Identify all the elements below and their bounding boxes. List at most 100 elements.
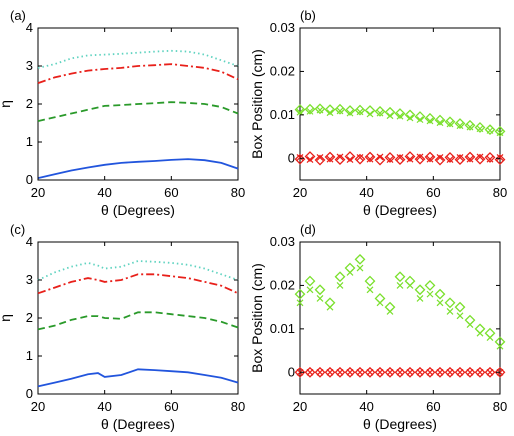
data-point <box>406 368 414 376</box>
series-layer <box>37 49 239 179</box>
data-point <box>426 368 434 376</box>
data-point <box>366 368 374 376</box>
data-point <box>436 119 444 127</box>
data-point <box>486 127 494 134</box>
data-point <box>366 286 374 294</box>
data-point <box>406 282 414 289</box>
data-point <box>416 368 424 376</box>
series-3 <box>296 368 504 376</box>
data-point <box>436 299 444 307</box>
ticks-layer: 20 40 60 80 0 0.01 0.02 0.03 <box>270 234 508 414</box>
x-tick-label: 60 <box>426 399 440 414</box>
x-tick-label: 60 <box>164 399 178 414</box>
data-point <box>466 368 474 376</box>
data-point <box>376 109 384 117</box>
data-point <box>336 368 344 376</box>
data-point <box>394 366 406 378</box>
data-point <box>406 155 414 163</box>
data-point <box>444 116 456 128</box>
data-point <box>456 312 464 320</box>
data-point <box>294 366 306 378</box>
data-point <box>344 262 356 274</box>
data-point <box>296 153 304 161</box>
data-point <box>316 106 324 114</box>
data-point <box>476 329 484 337</box>
data-point <box>466 123 474 131</box>
y-axis-label: Box Position (cm) <box>249 49 265 159</box>
data-point <box>496 342 504 350</box>
y-tick-label: 0.02 <box>270 63 295 78</box>
y-tick-label: 2 <box>26 310 33 325</box>
panel-c: 20 40 60 80 0 1 2 3 4 (c) θ (Degrees) η <box>0 222 245 432</box>
y-tick-label: 4 <box>26 234 33 249</box>
data-point <box>354 104 366 116</box>
data-point <box>344 366 356 378</box>
x-tick-label: 80 <box>493 185 507 200</box>
data-point <box>414 284 426 296</box>
data-point <box>496 153 504 161</box>
data-point <box>434 288 446 300</box>
ticks-layer: 20 40 60 80 0 1 2 3 4 <box>26 234 245 414</box>
y-tick-label: 0 <box>26 172 33 187</box>
x-tick-label: 80 <box>493 399 507 414</box>
data-point <box>496 129 504 137</box>
data-point <box>424 280 436 291</box>
plot-frame <box>37 241 239 395</box>
data-point <box>476 153 484 161</box>
data-point <box>334 103 346 115</box>
data-point <box>424 366 436 378</box>
data-point <box>314 284 326 296</box>
series-3 <box>296 153 504 164</box>
series-0 <box>294 103 506 137</box>
series-line-3 <box>37 158 239 179</box>
y-axis-label: η <box>0 100 13 108</box>
y-tick-label: 1 <box>26 348 33 363</box>
x-tick-label: 40 <box>97 185 111 200</box>
data-point <box>336 282 344 289</box>
x-tick-label: 60 <box>164 185 178 200</box>
series-layer <box>294 253 506 378</box>
data-point <box>444 151 456 163</box>
x-tick-label: 20 <box>31 185 45 200</box>
series-line-0 <box>37 260 239 281</box>
data-point <box>484 151 496 163</box>
x-tick-label: 20 <box>293 185 307 200</box>
series-line-2 <box>37 101 239 122</box>
data-point <box>314 103 326 115</box>
plot-frame <box>299 241 501 395</box>
data-point <box>364 105 376 116</box>
data-point <box>404 109 416 121</box>
data-point <box>436 368 444 376</box>
data-point <box>426 155 434 163</box>
y-tick-label: 4 <box>26 20 33 35</box>
data-point <box>316 153 324 161</box>
data-point <box>486 334 494 341</box>
series-1 <box>296 106 504 137</box>
data-point <box>316 368 324 376</box>
data-point <box>376 368 384 376</box>
data-point <box>326 368 334 376</box>
data-point <box>306 107 314 115</box>
data-point <box>414 366 426 378</box>
data-point <box>456 368 464 376</box>
data-point <box>386 308 394 315</box>
y-axis-label: Box Position (cm) <box>249 263 265 373</box>
y-tick-label: 2 <box>26 96 33 111</box>
data-point <box>456 122 464 130</box>
data-point <box>494 366 506 378</box>
data-point <box>324 104 336 116</box>
data-point <box>344 151 356 162</box>
data-point <box>474 122 486 133</box>
data-point <box>306 156 314 164</box>
data-point <box>384 106 396 118</box>
x-axis-label: θ (Degrees) <box>101 202 175 218</box>
data-point <box>404 151 416 162</box>
data-point <box>454 366 466 378</box>
data-point <box>464 119 476 131</box>
data-point <box>316 295 324 302</box>
data-point <box>374 366 386 378</box>
data-point <box>416 116 424 124</box>
data-point <box>326 303 334 311</box>
data-point <box>366 155 374 163</box>
